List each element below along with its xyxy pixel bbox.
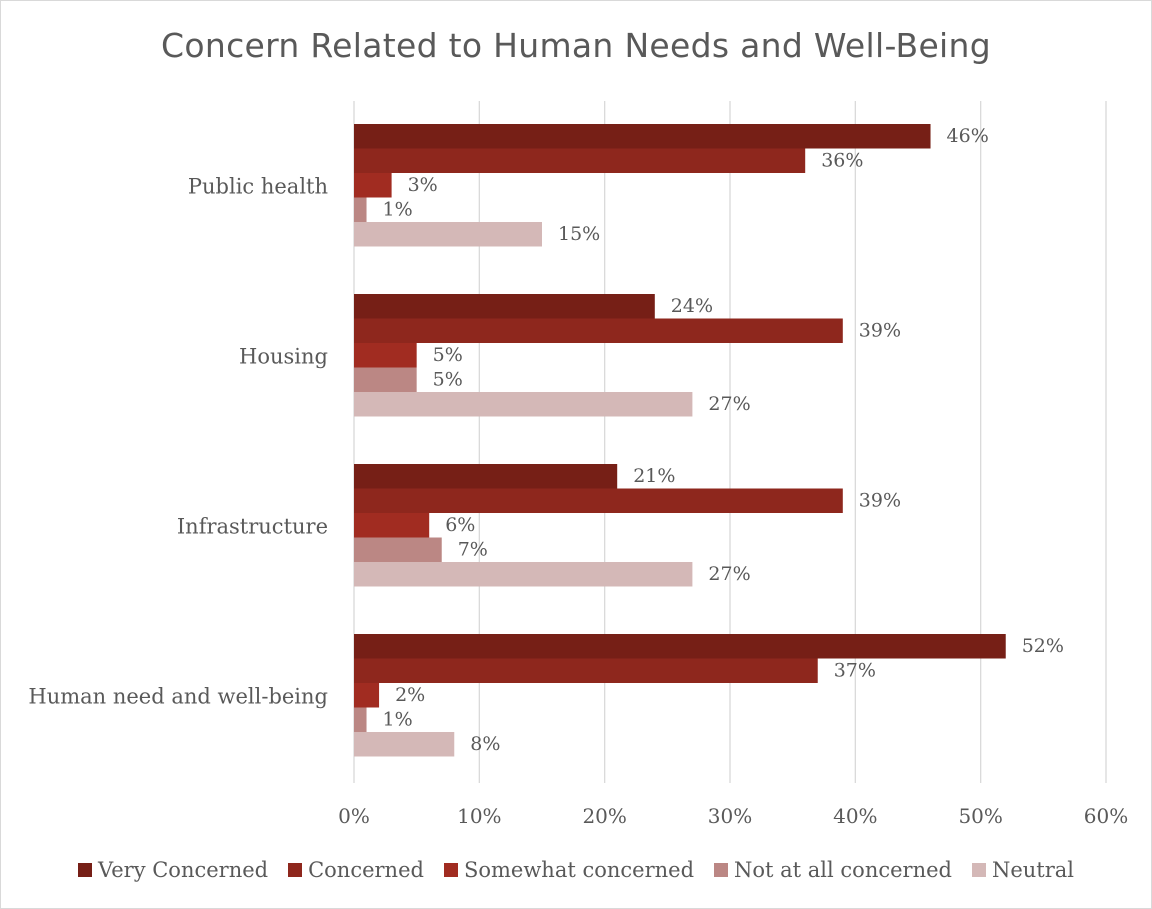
x-tick-label: 40% <box>833 804 877 828</box>
data-label: 27% <box>708 393 750 415</box>
x-tick-label: 30% <box>708 804 752 828</box>
bar <box>354 318 843 343</box>
data-label: 39% <box>859 320 901 342</box>
data-label: 15% <box>558 223 600 245</box>
bar <box>354 222 542 247</box>
legend-swatch <box>443 863 458 877</box>
x-tick-label: 20% <box>582 804 626 828</box>
data-label: 5% <box>433 344 463 366</box>
bar <box>354 343 417 368</box>
legend-label: Very Concerned <box>97 858 269 882</box>
data-label: 46% <box>947 125 989 147</box>
legend-swatch <box>288 863 303 877</box>
legend-swatch <box>77 863 92 877</box>
x-tick-label: 60% <box>1084 804 1128 828</box>
legend-swatch <box>714 863 729 877</box>
legend-label: Neutral <box>991 858 1075 882</box>
legend-label: Somewhat concerned <box>463 858 695 882</box>
bar <box>354 173 392 198</box>
data-label: 24% <box>671 295 713 317</box>
legend-label: Not at all concerned <box>734 858 952 882</box>
bar <box>354 683 380 708</box>
data-label: 39% <box>859 490 901 512</box>
x-tick-label: 50% <box>958 804 1002 828</box>
x-tick-label: 0% <box>338 804 370 828</box>
bar <box>354 707 367 732</box>
bar <box>354 294 655 319</box>
legend-item: Not at all concerned <box>714 858 952 882</box>
data-label: 8% <box>470 733 500 755</box>
bar <box>354 537 442 562</box>
x-tick-label: 10% <box>457 804 501 828</box>
data-label: 5% <box>433 369 463 391</box>
bar <box>354 464 618 489</box>
legend-item: Somewhat concerned <box>443 858 695 882</box>
bar <box>354 148 806 173</box>
bar <box>354 488 843 513</box>
category-label: Human need and well-being <box>28 684 328 708</box>
category-label: Public health <box>188 174 328 198</box>
legend-label: Concerned <box>308 858 424 882</box>
bar <box>354 197 367 222</box>
data-label: 37% <box>834 660 876 682</box>
bar <box>354 124 931 149</box>
data-label: 7% <box>458 539 488 561</box>
bar <box>354 513 430 538</box>
legend-swatch <box>971 863 986 877</box>
data-label: 27% <box>708 563 750 585</box>
category-label: Infrastructure <box>177 514 328 538</box>
chart-legend: Very Concerned Concerned Somewhat concerne… <box>0 858 1152 882</box>
bar <box>354 634 1006 659</box>
data-label: 2% <box>395 684 425 706</box>
legend-item: Concerned <box>288 858 424 882</box>
data-label: 1% <box>383 709 413 731</box>
bar <box>354 367 417 392</box>
chart-title: Concern Related to Human Needs and Well-… <box>161 26 991 65</box>
legend-item: Very Concerned <box>77 858 269 882</box>
bar <box>354 732 455 757</box>
data-label: 1% <box>383 199 413 221</box>
category-label: Housing <box>239 344 328 368</box>
data-label: 36% <box>821 150 863 172</box>
bar <box>354 658 818 683</box>
data-label: 21% <box>633 465 675 487</box>
data-label: 6% <box>445 514 475 536</box>
legend-item: Neutral <box>971 858 1075 882</box>
data-label: 3% <box>408 174 438 196</box>
data-label: 52% <box>1022 635 1064 657</box>
bar <box>354 392 693 417</box>
bar <box>354 562 693 587</box>
